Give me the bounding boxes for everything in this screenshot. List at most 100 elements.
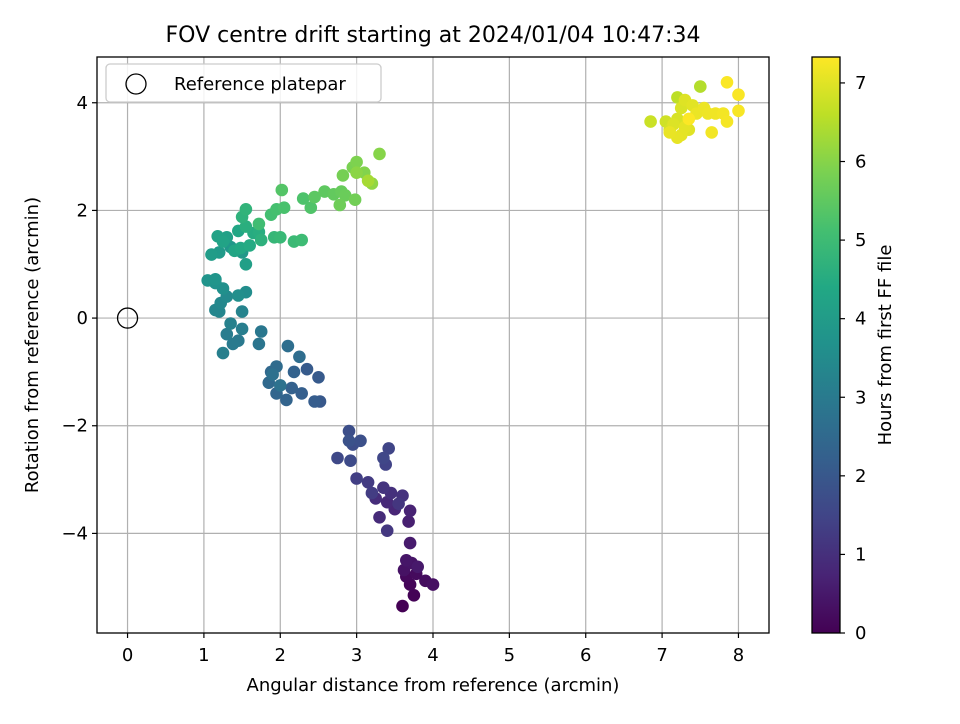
data-point — [287, 365, 301, 379]
data-point — [239, 220, 253, 233]
data-point — [682, 112, 696, 126]
colorbar-tick-label: 4 — [855, 309, 866, 330]
data-point — [205, 248, 218, 261]
data-point — [403, 504, 417, 518]
data-point — [308, 395, 321, 408]
data-point — [243, 239, 256, 252]
colorbar-label: Hours from first FF file — [875, 245, 896, 446]
data-point — [365, 486, 379, 500]
x-axis-ticks: 0 1 2 3 4 5 6 7 8 — [122, 633, 744, 666]
x-tick-label: 6 — [580, 645, 591, 666]
data-point — [239, 258, 253, 271]
data-point — [300, 362, 314, 376]
data-point — [426, 578, 440, 591]
data-point — [380, 524, 394, 537]
data-point — [694, 80, 707, 93]
data-point — [331, 451, 344, 465]
data-point — [342, 434, 356, 448]
data-point — [285, 381, 299, 395]
colorbar-tick-label: 3 — [855, 387, 866, 408]
y-tick-label: 4 — [77, 93, 88, 114]
x-tick-label: 0 — [122, 645, 133, 666]
y-axis-ticks: −4 −2 0 2 4 — [61, 93, 97, 544]
grid-lines — [97, 57, 769, 633]
data-point — [239, 203, 253, 216]
data-point — [354, 434, 367, 448]
data-point — [275, 183, 289, 197]
data-point — [403, 536, 417, 550]
data-point — [277, 201, 291, 214]
data-points — [201, 76, 745, 613]
colorbar-tick-label: 0 — [855, 623, 866, 644]
data-point — [216, 235, 230, 248]
data-point — [350, 166, 363, 179]
data-point — [266, 368, 279, 381]
y-tick-label: −4 — [61, 523, 88, 544]
data-point — [402, 515, 415, 528]
data-point — [644, 115, 657, 128]
data-point — [732, 104, 745, 118]
data-point — [281, 339, 295, 353]
legend-marker-icon — [125, 73, 147, 95]
colorbar-tick-label: 2 — [855, 466, 866, 487]
data-point — [280, 393, 293, 407]
data-point — [220, 327, 234, 341]
data-point — [342, 424, 356, 438]
x-tick-label: 7 — [656, 645, 667, 666]
data-point — [382, 442, 396, 455]
x-axis-label: Angular distance from reference (arcmin) — [247, 675, 620, 696]
colorbar-tick-label: 7 — [855, 73, 866, 94]
data-point — [295, 233, 309, 247]
data-point — [226, 337, 240, 351]
data-point — [344, 454, 357, 468]
data-point — [235, 305, 249, 318]
legend: Reference platepar — [105, 63, 382, 103]
data-point — [296, 192, 310, 205]
data-point — [361, 476, 375, 489]
data-point — [274, 379, 287, 392]
data-point — [336, 169, 350, 182]
data-point — [293, 350, 306, 364]
legend-label: Reference platepar — [174, 74, 346, 95]
data-point — [333, 198, 347, 212]
colorbar-tick-label: 6 — [855, 152, 866, 173]
data-point — [304, 201, 318, 214]
data-point — [400, 554, 413, 567]
y-tick-label: −2 — [61, 416, 88, 437]
data-point — [720, 76, 734, 89]
data-point — [254, 325, 268, 338]
data-point — [361, 174, 375, 188]
colorbar: 0 1 2 3 4 5 6 7 Hours from first FF file — [811, 56, 896, 644]
data-point — [224, 317, 237, 330]
colorbar-gradient — [811, 56, 841, 634]
data-point — [732, 88, 745, 101]
data-point — [377, 481, 390, 495]
chart-title: FOV centre drift starting at 2024/01/04 … — [166, 23, 701, 48]
data-point — [705, 126, 718, 139]
y-tick-label: 0 — [77, 308, 88, 329]
legend-box — [105, 63, 382, 103]
data-point — [663, 126, 676, 139]
y-tick-label: 2 — [77, 200, 88, 221]
data-point — [295, 387, 309, 400]
colorbar-tick-label: 5 — [855, 230, 866, 251]
data-point — [350, 472, 363, 485]
data-point — [312, 371, 325, 384]
x-tick-label: 5 — [504, 645, 515, 666]
colorbar-tick-label: 1 — [855, 544, 866, 565]
data-point — [216, 346, 230, 360]
data-point — [392, 497, 405, 511]
data-point — [274, 231, 287, 244]
data-point — [232, 289, 245, 302]
x-tick-label: 1 — [198, 645, 209, 666]
data-point — [252, 337, 266, 351]
data-point — [209, 273, 222, 286]
data-point — [411, 560, 425, 574]
x-tick-label: 8 — [733, 645, 744, 666]
data-point — [720, 115, 734, 128]
colorbar-ticks: 0 1 2 3 4 5 6 7 — [840, 73, 866, 644]
reference-marker — [116, 307, 139, 329]
data-point — [396, 599, 409, 613]
